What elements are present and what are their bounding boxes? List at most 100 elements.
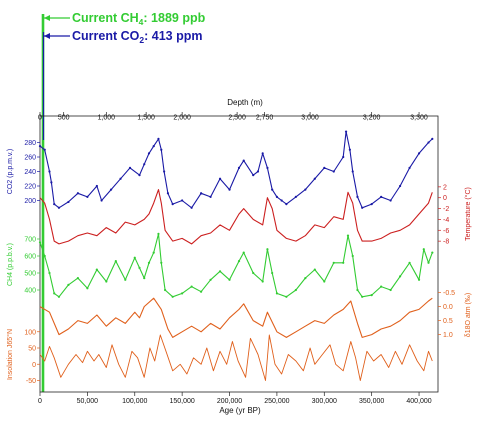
point-ch4 bbox=[427, 262, 429, 264]
point-ch4 bbox=[431, 252, 433, 254]
point-ch4 bbox=[172, 296, 174, 298]
depth-tick-label: 2,500 bbox=[228, 115, 246, 122]
y-tick-label-temperature: 0 bbox=[443, 195, 447, 202]
point-ch4 bbox=[271, 272, 273, 274]
point-co2 bbox=[427, 141, 429, 143]
y-tick-label-co2: 260 bbox=[24, 155, 36, 162]
point-ch4 bbox=[105, 280, 107, 282]
point-ch4 bbox=[266, 248, 268, 250]
point-co2 bbox=[219, 178, 221, 180]
annotation-ch4-text: Current CH4: 1889 ppb bbox=[72, 11, 206, 27]
depth-tick-label: 2,000 bbox=[173, 115, 191, 122]
x-tick-label: 250,000 bbox=[264, 398, 289, 405]
point-ch4 bbox=[134, 257, 136, 259]
plot-frame bbox=[40, 116, 438, 392]
point-co2 bbox=[129, 167, 131, 169]
depth-tick-label: 3,000 bbox=[301, 115, 319, 122]
x-tick-label: 0 bbox=[38, 398, 42, 405]
point-co2 bbox=[281, 199, 283, 201]
point-co2 bbox=[50, 181, 52, 183]
point-ch4 bbox=[153, 252, 155, 254]
point-ch4 bbox=[304, 277, 306, 279]
series-ch4 bbox=[40, 234, 432, 297]
point-co2 bbox=[96, 185, 98, 187]
series-temperature bbox=[40, 190, 432, 244]
point-ch4 bbox=[238, 260, 240, 262]
x-tick-label: 150,000 bbox=[169, 398, 194, 405]
y-tick-label-co2: 200 bbox=[24, 198, 36, 205]
point-ch4 bbox=[143, 277, 145, 279]
point-ch4 bbox=[262, 280, 264, 282]
y-axis-label-insolation: Insolation J65°N bbox=[6, 329, 14, 380]
point-ch4 bbox=[157, 233, 159, 235]
point-ch4 bbox=[48, 272, 50, 274]
point-co2 bbox=[58, 207, 60, 209]
point-co2 bbox=[304, 189, 306, 191]
y-axis-label-co2: CO2 (p.p.m.v.) bbox=[7, 149, 14, 194]
annotation-co2: Current CO2: 413 ppm bbox=[72, 29, 202, 45]
point-co2 bbox=[110, 189, 112, 191]
point-ch4 bbox=[181, 292, 183, 294]
point-ch4 bbox=[164, 289, 166, 291]
point-co2 bbox=[200, 192, 202, 194]
y-tick-label-d18o: 0.5 bbox=[443, 318, 453, 325]
series-d18o bbox=[40, 298, 432, 337]
point-co2 bbox=[138, 174, 140, 176]
y-tick-label-co2: 240 bbox=[24, 169, 36, 176]
y-tick-label-ch4: 700 bbox=[24, 237, 36, 244]
point-co2 bbox=[314, 178, 316, 180]
x-tick-label: 100,000 bbox=[122, 398, 147, 405]
point-co2 bbox=[143, 163, 145, 165]
point-co2 bbox=[352, 170, 354, 172]
point-ch4 bbox=[323, 280, 325, 282]
point-co2 bbox=[380, 196, 382, 198]
y-tick-label-temperature: -4 bbox=[443, 217, 449, 224]
series-insolation bbox=[40, 335, 432, 381]
point-co2 bbox=[77, 192, 79, 194]
depth-tick-label: 1,500 bbox=[137, 115, 155, 122]
x-tick-label: 400,000 bbox=[406, 398, 431, 405]
point-ch4 bbox=[361, 296, 363, 298]
x-tick-label: 200,000 bbox=[217, 398, 242, 405]
point-ch4 bbox=[356, 289, 358, 291]
point-co2 bbox=[167, 192, 169, 194]
depth-axis: Depth (m) 0 500 1,000 1,500 2,000 2,500 2,750 3… bbox=[38, 98, 428, 122]
point-co2 bbox=[271, 189, 273, 191]
y-tick-label-d18o: 0.0 bbox=[443, 304, 453, 311]
point-ch4 bbox=[314, 269, 316, 271]
point-co2 bbox=[257, 170, 259, 172]
point-ch4 bbox=[124, 279, 126, 281]
point-ch4 bbox=[285, 296, 287, 298]
point-co2 bbox=[390, 199, 392, 201]
point-ch4 bbox=[347, 235, 349, 237]
point-co2 bbox=[67, 201, 69, 203]
point-ch4 bbox=[115, 260, 117, 262]
point-ch4 bbox=[243, 252, 245, 254]
x-tick-label: 350,000 bbox=[359, 398, 384, 405]
y-axis-label-temperature: Temperature (°C) bbox=[464, 187, 472, 241]
point-ch4 bbox=[380, 286, 382, 288]
point-ch4 bbox=[96, 269, 98, 271]
point-co2 bbox=[119, 178, 121, 180]
series-layer bbox=[39, 131, 434, 381]
point-ch4 bbox=[423, 248, 425, 250]
point-ch4 bbox=[295, 289, 297, 291]
annotation-co2-text: Current CO2: 413 ppm bbox=[72, 29, 202, 45]
point-co2 bbox=[295, 196, 297, 198]
point-ch4 bbox=[53, 292, 55, 294]
point-co2 bbox=[371, 203, 373, 205]
point-co2 bbox=[53, 203, 55, 205]
point-co2 bbox=[252, 174, 254, 176]
point-co2 bbox=[342, 156, 344, 158]
point-co2 bbox=[160, 149, 162, 151]
point-co2 bbox=[44, 149, 46, 151]
y-tick-label-temperature: -2 bbox=[443, 206, 449, 213]
point-co2 bbox=[243, 160, 245, 162]
point-ch4 bbox=[138, 267, 140, 269]
depth-tick-label: 1,000 bbox=[98, 115, 116, 122]
y-tick-label-d18o: 1.0 bbox=[443, 332, 453, 339]
depth-tick-label: 3,200 bbox=[363, 115, 381, 122]
point-co2 bbox=[238, 167, 240, 169]
